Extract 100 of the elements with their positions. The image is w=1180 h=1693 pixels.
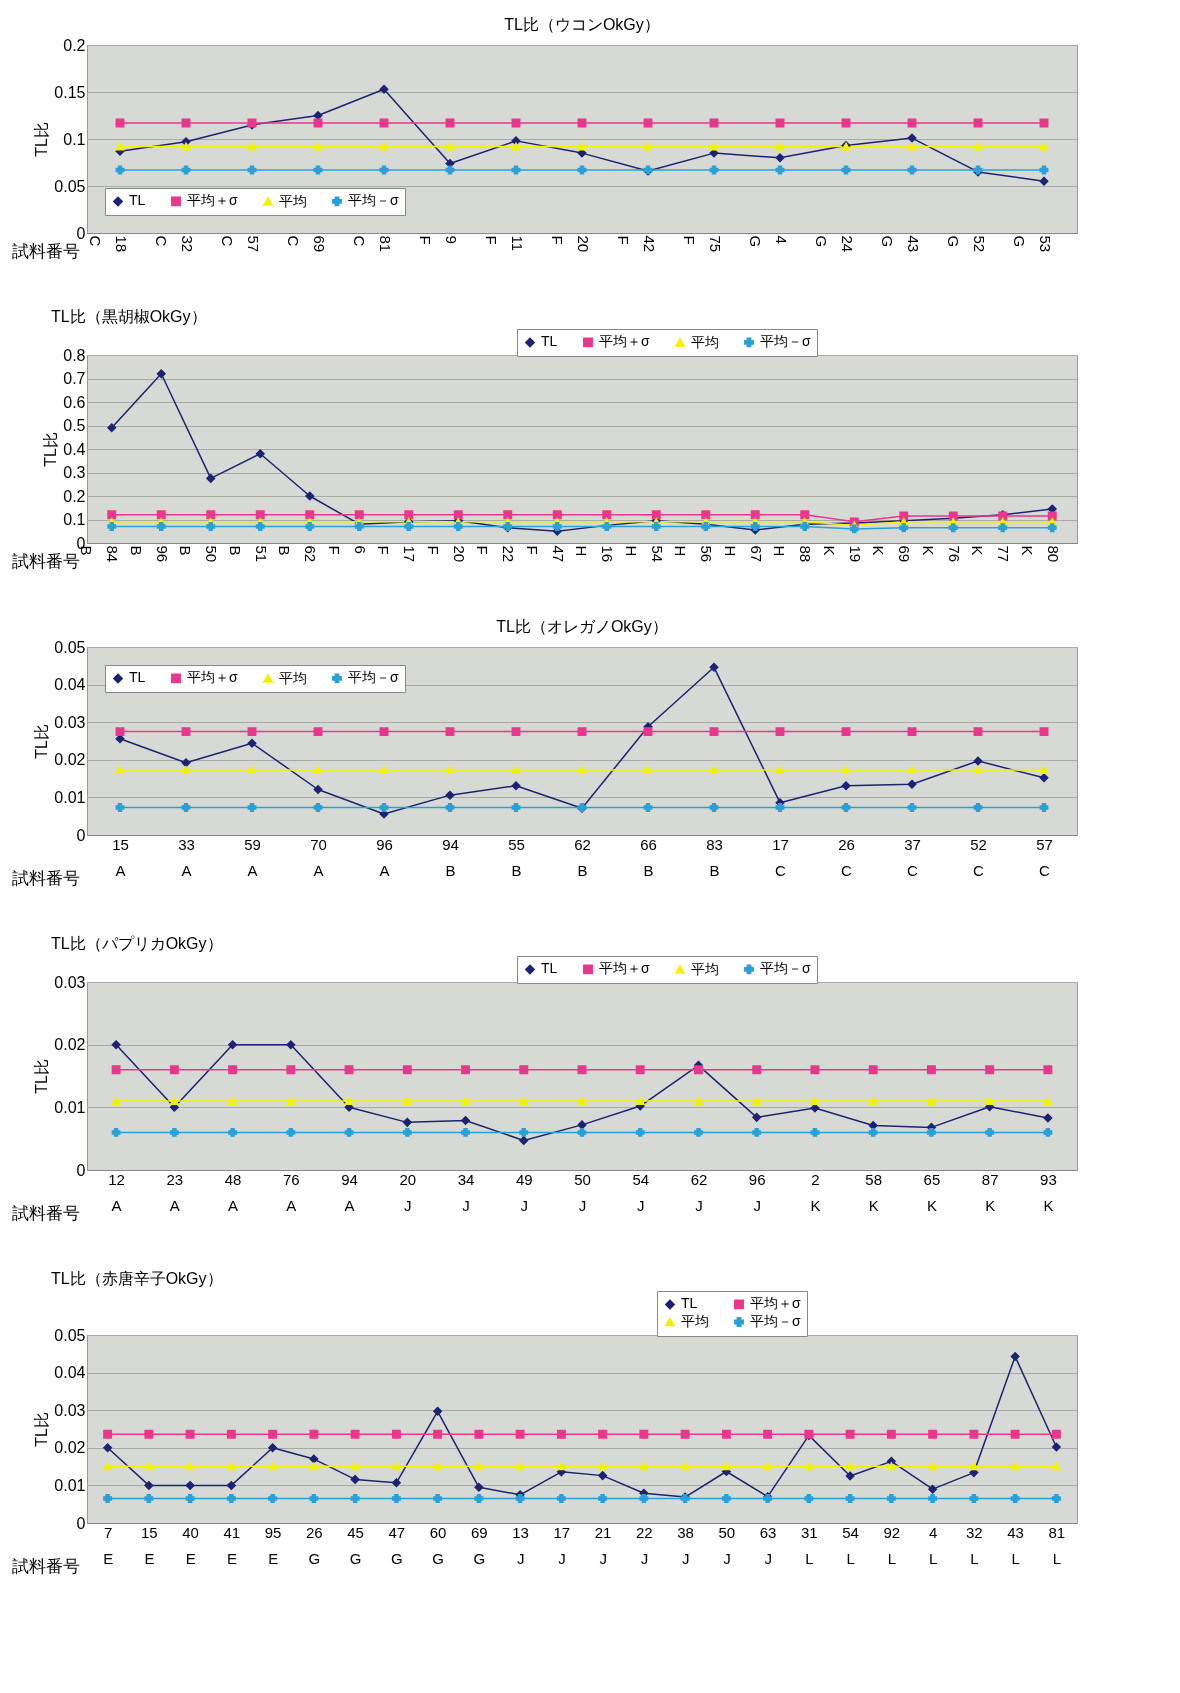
legend-label: 平均－σ — [750, 1313, 801, 1329]
x-tick-label: 96 A — [376, 835, 393, 879]
x-tick-label: 75 F — [680, 235, 724, 253]
x-tick-label: 53 G — [1010, 235, 1054, 253]
x-tick-label: 20 F — [548, 235, 592, 253]
x-tick-label: 69 C — [284, 235, 328, 253]
x-tick-label: 54 J — [632, 1170, 650, 1214]
x-tick-label: 31 L — [801, 1523, 818, 1567]
x-tick-label: 32 L — [966, 1523, 983, 1567]
legend-label: TL — [541, 333, 558, 350]
x-tick-label: 94 A — [341, 1170, 358, 1214]
chart-title: TL比（ウコンOkGy） — [504, 16, 660, 33]
legend-label: 平均＋σ — [599, 960, 650, 977]
x-axis-title: 試料番号 — [11, 1556, 80, 1576]
x-tick-label: 65 K — [923, 1170, 941, 1214]
y-tick-label: 0.2 — [63, 487, 86, 505]
x-tick-label: 45 G — [347, 1523, 364, 1567]
y-tick-label: 0.3 — [63, 464, 86, 481]
y-tick-label: 0 — [76, 826, 86, 844]
x-tick-label: 24 G — [812, 235, 856, 253]
y-axis-title: TL比 — [33, 1412, 51, 1447]
x-tick-label: 4 L — [928, 1523, 938, 1567]
x-tick-label: 81 L — [1048, 1523, 1066, 1567]
x-tick-label: 81 C — [350, 235, 394, 253]
x-tick-label: 92 L — [883, 1523, 901, 1567]
x-tick-label: 77 K — [969, 545, 1013, 563]
x-tick-label: 57 C — [218, 235, 262, 253]
legend-label: TL — [129, 669, 146, 686]
legend-label: 平均－σ — [348, 192, 399, 209]
legend-label: 平均＋σ — [750, 1295, 801, 1312]
x-axis-title: 試料番号 — [11, 868, 80, 888]
chart-title: TL比（赤唐辛子OkGy） — [51, 1269, 223, 1287]
x-tick-label: 15 A — [112, 835, 129, 879]
x-tick-label: 19 K — [820, 545, 864, 563]
legend-label: 平均 — [279, 669, 307, 686]
y-tick-label: 0.2 — [63, 36, 86, 54]
y-tick-label: 0.02 — [54, 1439, 86, 1457]
y-tick-label: 0.04 — [54, 1364, 86, 1382]
x-tick-label: 17 J — [553, 1523, 571, 1567]
x-tick-label: 67 H — [721, 545, 765, 563]
x-tick-label: 50 B — [177, 545, 221, 563]
x-tick-label: 54 H — [622, 545, 666, 563]
y-tick-label: 0 — [76, 1161, 86, 1179]
x-tick-label: 63 J — [759, 1523, 777, 1567]
y-tick-label: 0.15 — [54, 83, 86, 101]
x-tick-label: 22 F — [474, 545, 518, 563]
x-tick-label: 52 C — [970, 835, 987, 879]
legend-label: TL — [129, 192, 146, 209]
x-tick-label: 47 F — [523, 545, 567, 563]
legend-label: 平均＋σ — [187, 669, 238, 686]
x-tick-label: 37 C — [904, 835, 921, 879]
x-tick-label: 42 F — [614, 235, 658, 253]
chart-title: TL比（黒胡椒OkGy） — [51, 307, 207, 325]
x-tick-label: 55 B — [508, 835, 525, 879]
x-tick-label: 33 A — [178, 835, 195, 879]
y-tick-label: 0.03 — [54, 713, 86, 731]
x-tick-label: 7 E — [103, 1523, 114, 1567]
x-tick-label: 49 J — [515, 1170, 533, 1214]
x-tick-label: 13 J — [512, 1523, 529, 1567]
x-tick-label: 87 K — [981, 1170, 999, 1214]
x-tick-label: 20 J — [399, 1170, 417, 1214]
x-tick-label: 16 H — [573, 545, 617, 563]
y-tick-label: 0 — [76, 224, 86, 242]
x-tick-label: 96 J — [748, 1170, 766, 1214]
x-tick-label: 12 A — [108, 1170, 125, 1214]
x-tick-label: 88 H — [771, 545, 815, 563]
legend-label: 平均 — [279, 192, 307, 209]
x-tick-label: 17 F — [375, 545, 419, 563]
x-tick-label: 96 B — [127, 545, 171, 563]
x-tick-label: 43 L — [1007, 1523, 1024, 1567]
x-tick-label: 58 K — [865, 1170, 883, 1214]
x-tick-label: 76 K — [919, 545, 963, 563]
x-tick-label: 62 J — [690, 1170, 708, 1214]
x-tick-label: 20 F — [424, 545, 468, 563]
x-tick-label: 38 J — [677, 1523, 694, 1567]
x-tick-label: 50 J — [718, 1523, 736, 1567]
y-tick-label: 0.01 — [54, 1098, 86, 1116]
y-tick-label: 0.01 — [54, 1476, 86, 1494]
chart-title: TL比（オレガノOkGy） — [496, 618, 668, 635]
y-tick-label: 0.4 — [63, 440, 86, 458]
legend-label: 平均＋σ — [187, 192, 238, 209]
x-axis-title: 試料番号 — [11, 551, 80, 571]
x-tick-label: 41 E — [223, 1523, 241, 1567]
y-tick-label: 0.01 — [54, 788, 86, 806]
x-tick-label: 62 B — [574, 835, 591, 879]
x-tick-label: 50 J — [574, 1170, 591, 1214]
x-tick-label: 56 H — [672, 545, 716, 563]
x-tick-label: 9 F — [416, 235, 460, 245]
y-tick-label: 0.1 — [63, 511, 86, 528]
legend-label: 平均－σ — [760, 960, 811, 977]
legend-label: 平均－σ — [760, 333, 811, 350]
x-tick-label: 18 C — [86, 235, 130, 253]
y-tick-label: 0.03 — [54, 973, 86, 991]
y-axis-title: TL比 — [42, 432, 60, 467]
x-tick-label: 59 A — [244, 835, 261, 879]
y-tick-label: 0.05 — [54, 1326, 86, 1344]
x-tick-label: 69 G — [471, 1523, 488, 1567]
x-tick-label: 62 B — [276, 545, 320, 563]
x-tick-label: 95 E — [264, 1523, 282, 1567]
x-tick-label: 47 G — [388, 1523, 406, 1567]
